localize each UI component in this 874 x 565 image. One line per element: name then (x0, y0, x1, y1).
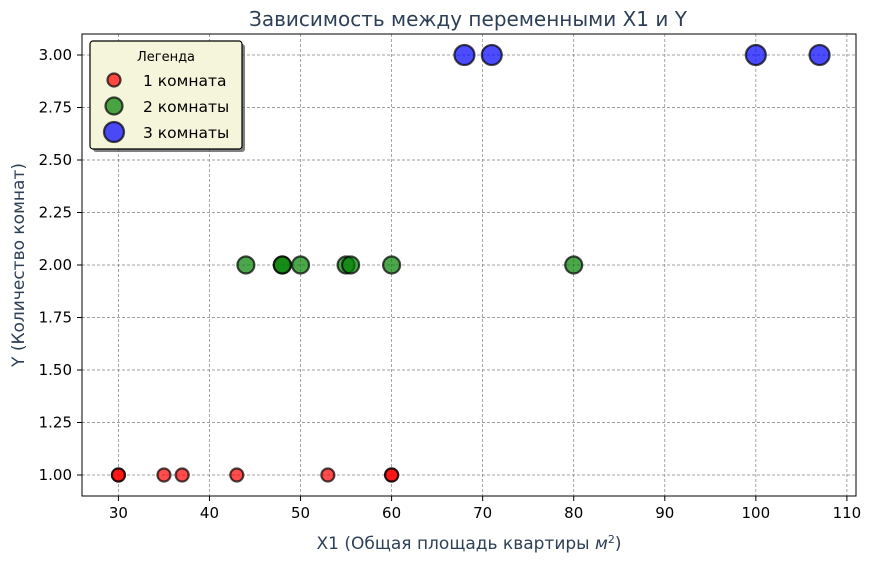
y-tick-label: 2.50 (39, 151, 72, 169)
data-point-series-2 (236, 255, 256, 275)
y-tick-label: 1.25 (39, 414, 72, 432)
legend-marker-series-2 (104, 96, 124, 116)
legend: Легенда 1 комната 2 комнаты 3 комнаты (89, 40, 245, 152)
axis-ticks: 30 40 50 60 70 80 90 100 110 1.00 1.25 1.50 1.75 2.00… (39, 46, 862, 522)
x-tick-label: 50 (291, 504, 310, 522)
data-point-series-1 (384, 467, 400, 483)
y-tick-label: 2.25 (39, 204, 72, 222)
data-point-series-1 (156, 467, 172, 483)
data-point-series-2 (272, 255, 292, 275)
data-point-series-3 (453, 43, 476, 67)
legend-items: 1 комната 2 комнаты 3 комнаты (102, 72, 229, 144)
data-point-series-3 (808, 43, 831, 67)
y-tick-label: 3.00 (39, 46, 72, 64)
legend-label-series-1: 1 комната (143, 72, 227, 90)
grid (82, 34, 856, 496)
data-point-series-2 (564, 255, 584, 275)
data-point-series-1 (174, 467, 190, 483)
y-tick-label: 1.75 (39, 309, 72, 327)
x-tick-label: 40 (200, 504, 219, 522)
legend-label-series-2: 2 комнаты (143, 98, 229, 116)
x-tick-label: 90 (655, 504, 674, 522)
x-tick-label: 100 (742, 504, 771, 522)
legend-marker-series-3 (102, 120, 126, 144)
data-point-series-2 (341, 255, 361, 275)
x-tick-label: 30 (109, 504, 128, 522)
data-points (110, 43, 831, 483)
x-tick-label: 110 (833, 504, 862, 522)
x-tick-label: 60 (382, 504, 401, 522)
y-tick-label: 1.50 (39, 361, 72, 379)
legend-box (89, 40, 243, 150)
legend-title: Легенда (137, 50, 195, 65)
chart-title: Зависимость между переменными X1 и Y (249, 7, 688, 31)
data-point-series-1 (229, 467, 245, 483)
data-point-series-3 (744, 43, 767, 67)
data-point-series-1 (110, 467, 127, 483)
data-point-series-1 (320, 467, 336, 483)
y-axis-label: Y (Количество комнат) (9, 163, 29, 368)
x-tick-label: 70 (473, 504, 492, 522)
data-point-series-3 (480, 43, 503, 67)
legend-label-series-3: 3 комнаты (143, 124, 229, 142)
x-axis-label: X1 (Общая площадь квартиры м2) (317, 533, 622, 555)
data-point-series-2 (382, 255, 402, 275)
y-tick-label: 1.00 (39, 466, 72, 484)
x-tick-label: 80 (564, 504, 583, 522)
y-tick-label: 2.75 (39, 99, 72, 117)
data-point-series-2 (290, 255, 311, 275)
legend-marker-series-1 (106, 72, 122, 88)
y-tick-label: 2.00 (39, 256, 72, 274)
